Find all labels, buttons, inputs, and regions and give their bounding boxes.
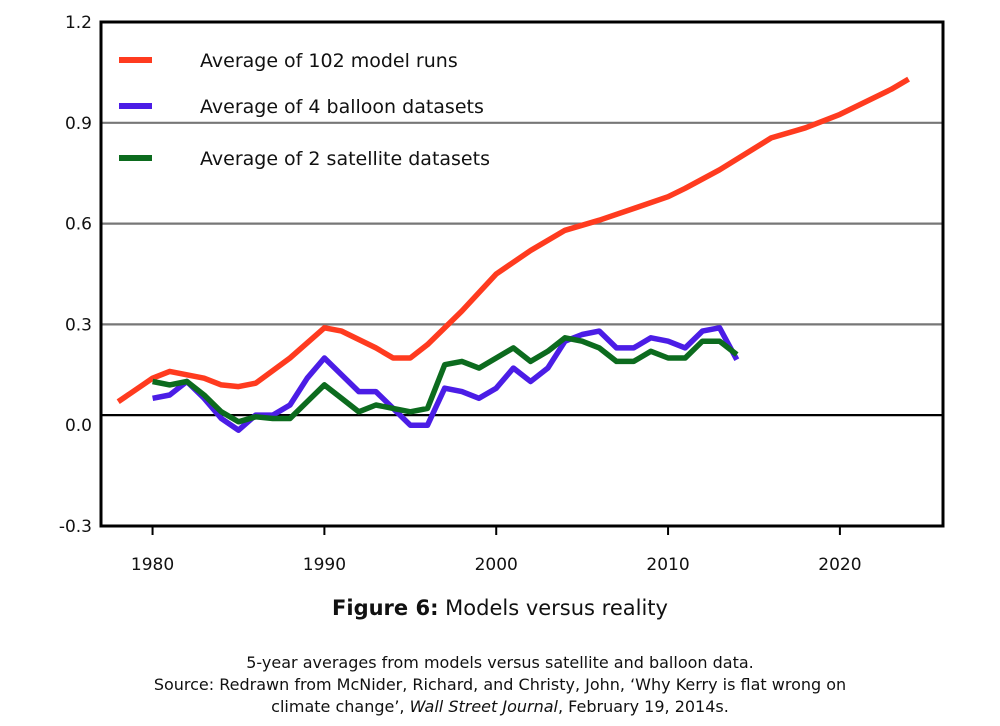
note-line-3b: , February 19, 2014s.	[558, 697, 729, 716]
chart: 1.2 0.9 0.6 0.3 0.0 -0.3 1980 1990 2000 2010 2020…	[59, 13, 945, 575]
y-tick-label: 0.6	[65, 215, 92, 235]
figure-label: Figure 6:	[332, 596, 439, 620]
series-layer	[116, 76, 910, 433]
gridlines	[101, 121, 943, 326]
y-tick-label: 0.3	[65, 315, 92, 335]
y-tick-label: 1.2	[65, 13, 92, 33]
series-line-2	[152, 335, 739, 425]
x-tick-label: 2010	[646, 555, 689, 575]
series-line-0	[116, 76, 910, 404]
x-tick-label: 1980	[131, 555, 174, 575]
figure-notes: 5-year averages from models versus satel…	[0, 652, 1000, 718]
x-tick-label: 1990	[303, 555, 346, 575]
plot-frame	[99, 20, 945, 528]
legend-label-2: Average of 2 satellite datasets	[200, 148, 490, 170]
y-tick-label: -0.3	[59, 517, 92, 537]
figure-title-text: Models versus reality	[438, 596, 668, 620]
note-journal: Wall Street Journal	[409, 697, 558, 716]
y-tick-label: 0.0	[65, 416, 92, 436]
x-tick-label: 2000	[475, 555, 518, 575]
note-line-3a: climate change’,	[271, 697, 410, 716]
note-line-3: climate change’, Wall Street Journal, Fe…	[0, 696, 1000, 718]
figure-title: Figure 6: Models versus reality	[0, 596, 1000, 620]
legend: Average of 102 model runs Average of 4 ba…	[119, 50, 490, 170]
note-line-1: 5-year averages from models versus satel…	[246, 653, 754, 672]
y-tick-label: 0.9	[65, 114, 92, 134]
legend-label-1: Average of 4 balloon datasets	[200, 96, 484, 118]
legend-label-0: Average of 102 model runs	[200, 50, 458, 72]
x-tick-label: 2020	[818, 555, 861, 575]
note-line-2: Source: Redrawn from McNider, Richard, a…	[153, 675, 847, 694]
y-axis-ticks: 1.2 0.9 0.6 0.3 0.0 -0.3	[59, 13, 92, 537]
x-axis-ticks: 1980 1990 2000 2010 2020	[131, 526, 862, 575]
